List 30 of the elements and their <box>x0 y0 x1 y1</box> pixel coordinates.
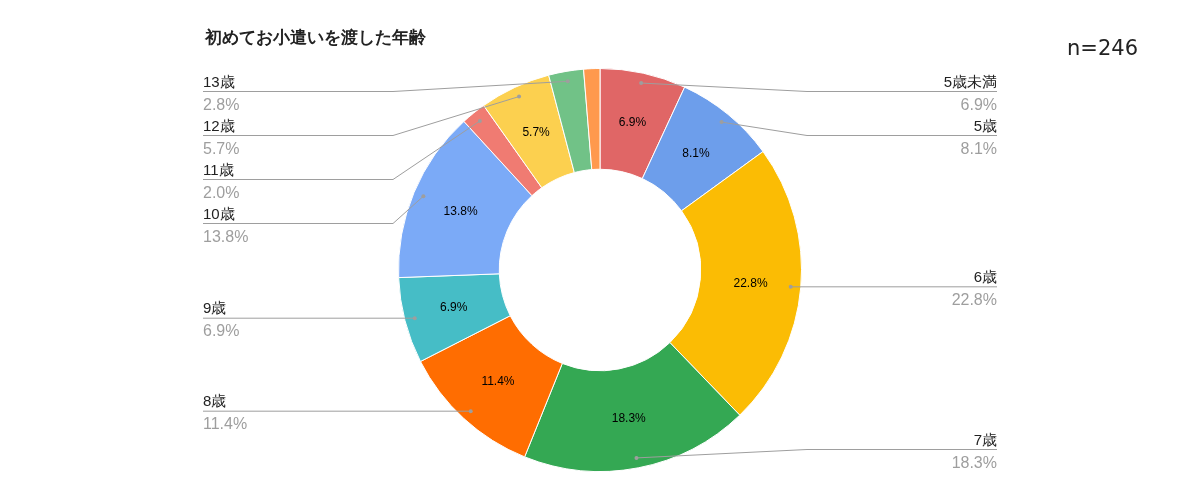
slice-label: 7歳 <box>973 430 997 448</box>
slice-label: 5歳未満 <box>943 72 997 90</box>
slice-label: 9歳 <box>203 299 227 317</box>
data-label: 5.7% <box>522 125 551 140</box>
text: 6.9% <box>960 95 997 113</box>
slice-label: 10歳 <box>203 204 235 222</box>
text: n=246 <box>1067 36 1138 60</box>
slice-label: 12歳 <box>203 116 235 134</box>
slice-label: 13歳 <box>203 72 235 90</box>
text: 22.8% <box>951 290 997 308</box>
text: 11.4% <box>203 415 248 433</box>
data-label: 18.3% <box>611 410 647 425</box>
data-label: 22.8% <box>733 275 768 290</box>
text: 13.8% <box>203 227 249 245</box>
slice-label: 5歳 <box>973 116 997 134</box>
data-label: 2.8% <box>203 95 240 113</box>
slice-label: 6歳 <box>973 267 997 285</box>
slice-label: 8歳 <box>203 392 227 410</box>
slice-label: 11歳 <box>203 160 234 178</box>
chart-title: 初めてお小遣いを渡した年齢 <box>205 27 426 49</box>
data-label: 6.9% <box>618 114 647 129</box>
data-label: 8.1% <box>682 145 710 160</box>
data-label: 6.9% <box>440 300 468 315</box>
text: 18.3% <box>951 453 997 471</box>
data-label: 13.8% <box>443 204 478 219</box>
text: 8.1% <box>960 139 997 157</box>
data-label: 2.0% <box>203 183 240 201</box>
data-label: 11.4% <box>481 373 515 388</box>
text: 6.9% <box>203 322 240 340</box>
text: 5.7% <box>203 139 240 157</box>
